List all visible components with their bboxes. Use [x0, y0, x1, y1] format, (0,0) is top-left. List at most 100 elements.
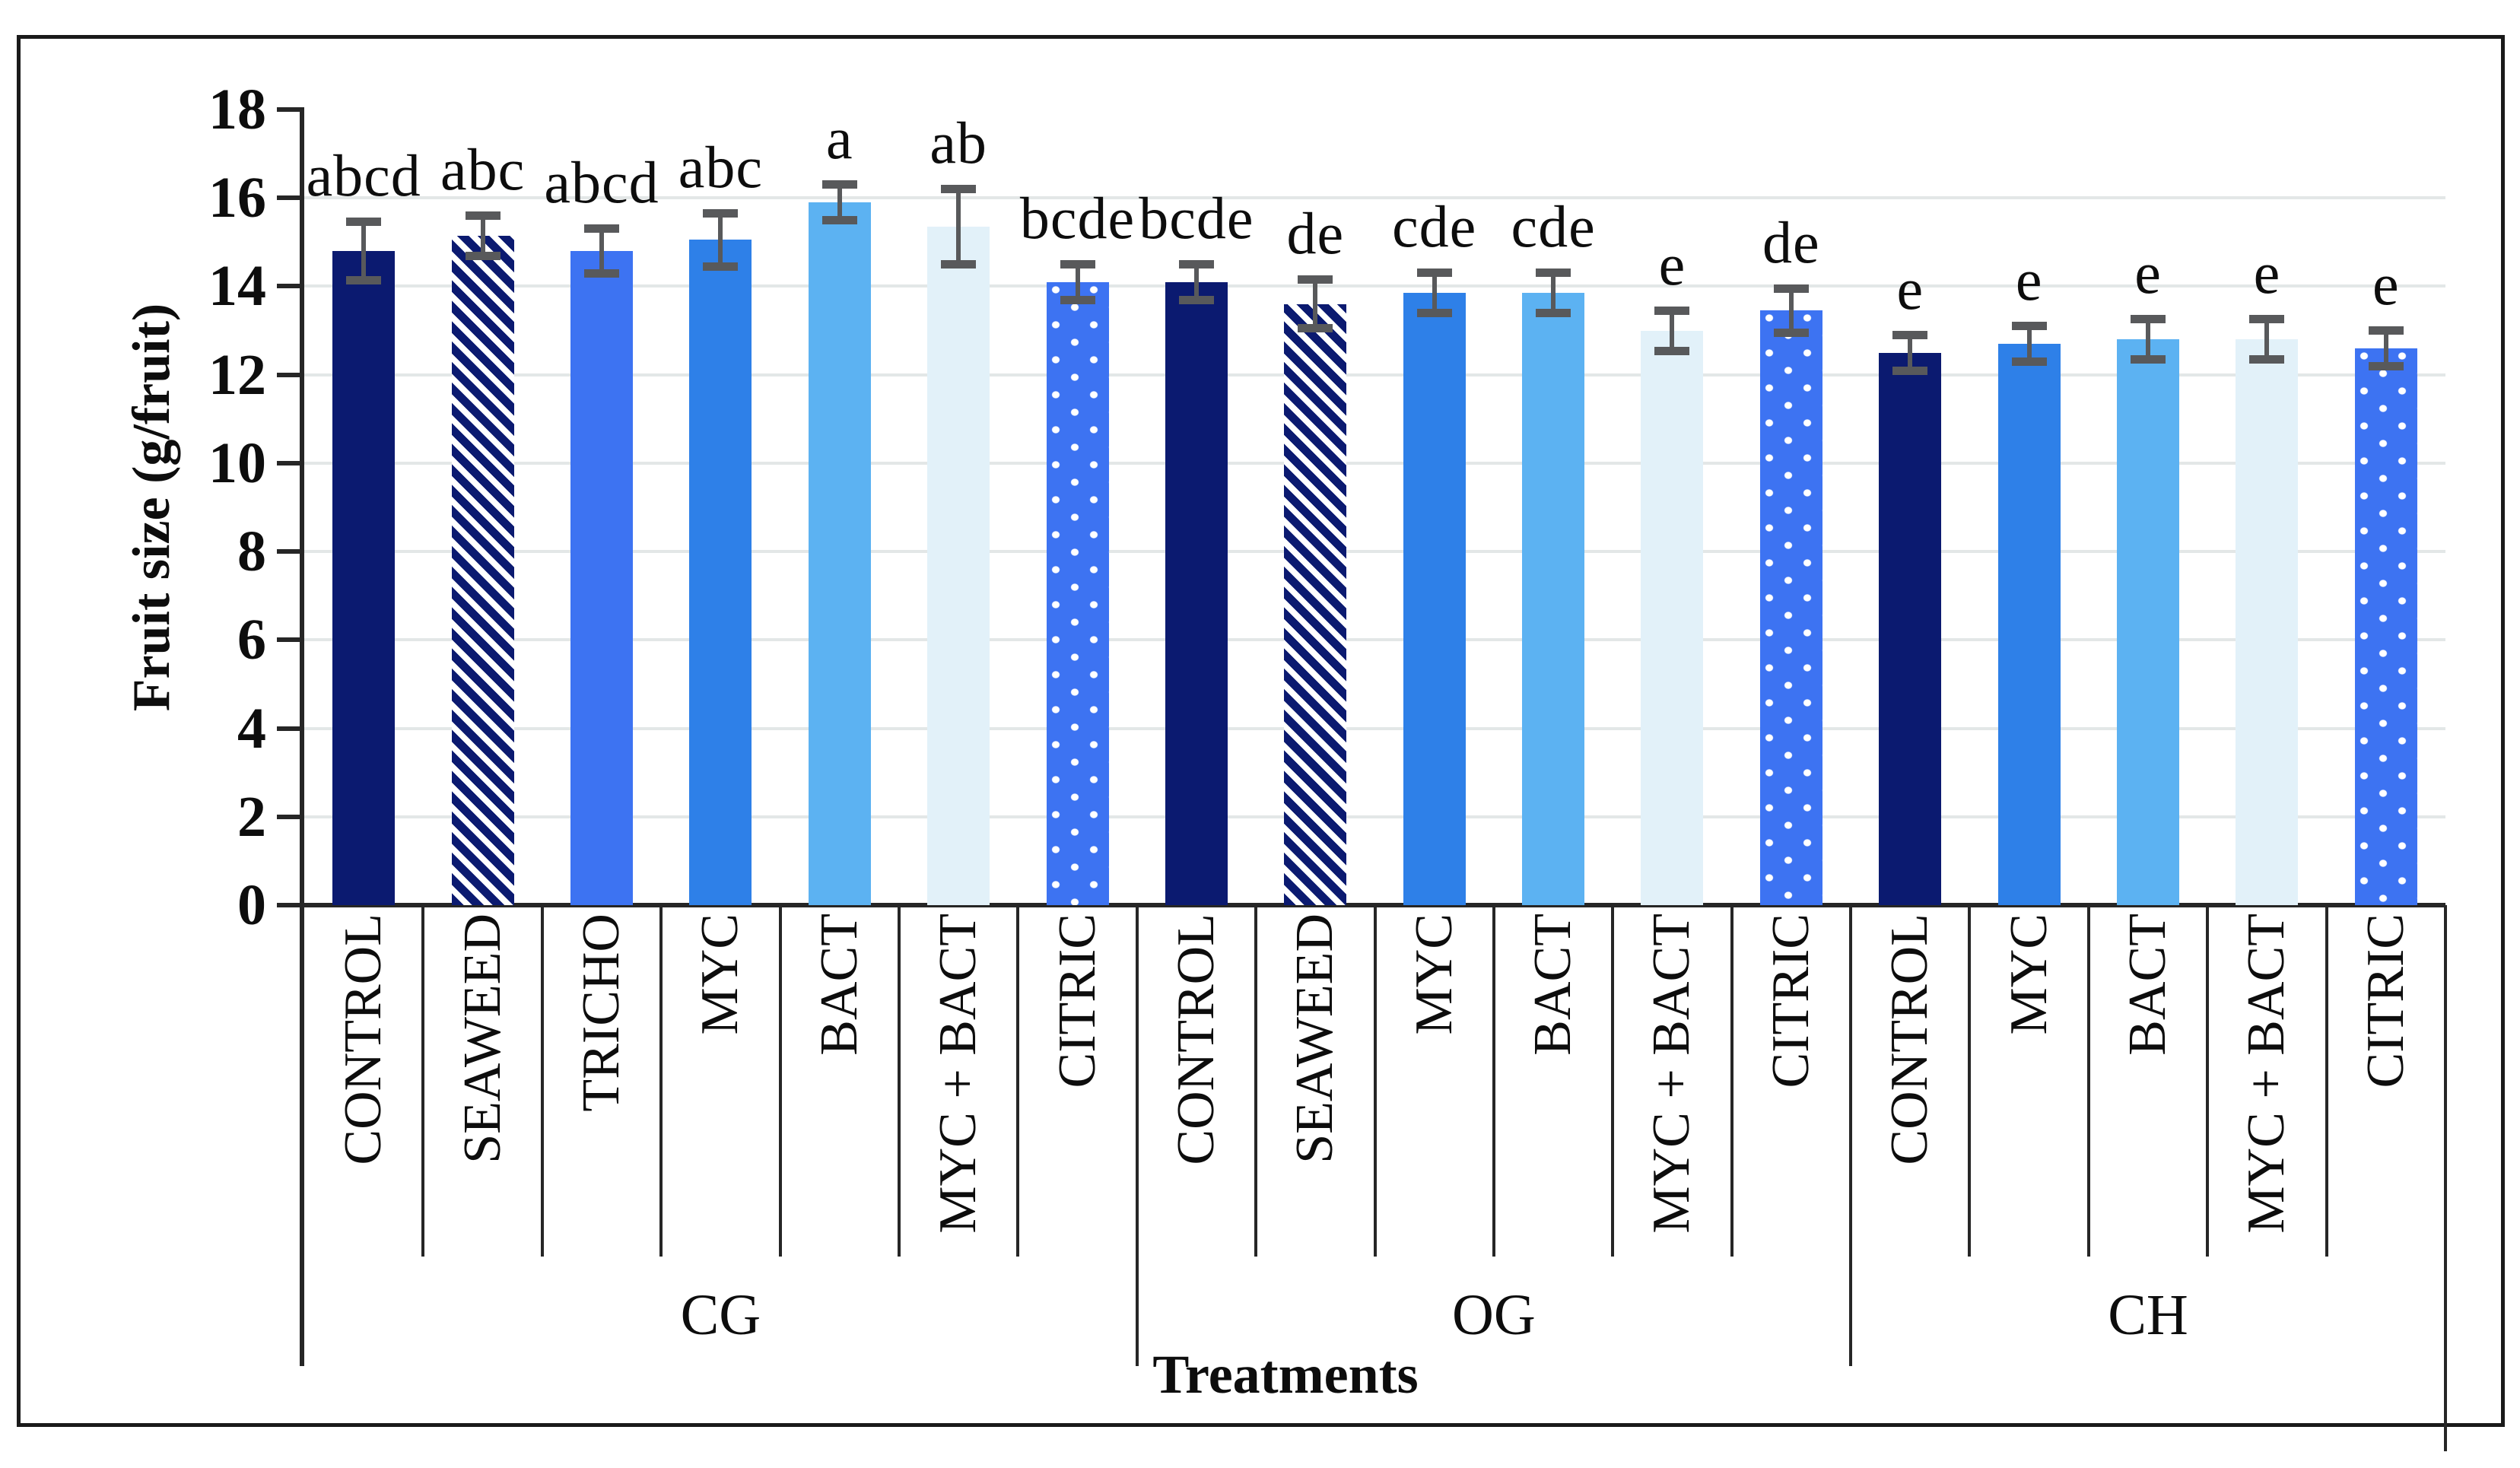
error-bar-cap-bottom: [1654, 346, 1690, 355]
bar-og-seaweed: [1284, 303, 1347, 905]
category-cell-divider: [1968, 905, 1972, 1257]
group-label-og: OG: [1451, 1283, 1536, 1347]
sig-letters-og-myc-bact: e: [1658, 230, 1686, 297]
category-cell-divider: [2325, 905, 2328, 1257]
error-bar-line: [2026, 321, 2032, 367]
error-bar-ch-citric: [2368, 326, 2404, 370]
bar-ch-control: [1879, 352, 1942, 905]
sig-letters-cg-seaweed: abc: [440, 135, 526, 202]
bar-og-myc: [1403, 293, 1466, 905]
category-cell-divider: [2086, 905, 2090, 1257]
x-label-og-myc-bact: MYC + BACT: [1642, 914, 1702, 1234]
x-label-cg-bact: BACT: [809, 914, 869, 1056]
x-label-ch-control: CONTROL: [1880, 914, 1940, 1165]
error-bar-cg-citric: [1060, 259, 1095, 304]
bar-cg-tricho: [570, 250, 633, 905]
sig-letters-cg-control: abcd: [306, 142, 421, 209]
bar-ch-myc: [1997, 343, 2061, 905]
error-bar-cap-top: [2368, 326, 2404, 335]
error-bar-cap-bottom: [941, 260, 977, 269]
y-tick-0: [277, 903, 304, 907]
category-cell-divider: [1611, 905, 1615, 1257]
sig-letters-ch-control: e: [1896, 255, 1924, 322]
sig-letters-og-bact: cde: [1511, 193, 1596, 260]
gridline-2: [304, 815, 2445, 818]
x-label-cell-ch-control: CONTROL: [1851, 905, 1969, 1257]
sig-letters-cg-myc: abc: [678, 133, 763, 200]
error-bar-cap-bottom: [2131, 355, 2166, 364]
y-tick-label: 14: [208, 254, 266, 319]
error-bar-line: [1193, 259, 1199, 304]
gridline-14: [304, 284, 2445, 288]
error-bar-cap-top: [1892, 330, 1928, 339]
error-bar-ch-myc: [2011, 321, 2047, 367]
error-bar-cg-myc: [703, 208, 739, 272]
error-bar-line: [1670, 306, 1675, 355]
error-bar-cap-bottom: [465, 251, 501, 260]
error-bar-cap-bottom: [1298, 324, 1333, 333]
bar-cg-myc: [689, 240, 752, 905]
x-label-cell-cg-myc-bact: MYC + BACT: [899, 905, 1018, 1257]
x-label-cg-myc-bact: MYC + BACT: [929, 914, 988, 1234]
y-tick-12: [277, 372, 304, 377]
error-bar-cap-bottom: [2249, 355, 2285, 364]
error-bar-line: [599, 224, 604, 278]
sig-letters-cg-myc-bact: ab: [930, 109, 987, 176]
y-tick-label: 2: [237, 784, 266, 849]
axis-right-edge: [2444, 905, 2447, 1451]
error-bar-ch-bact: [2131, 315, 2166, 364]
category-cell-divider: [1373, 905, 1377, 1257]
error-bar-cap-bottom: [821, 216, 857, 225]
category-cell-divider: [1254, 905, 1258, 1257]
error-bar-cap-top: [821, 180, 857, 189]
error-bar-cg-tricho: [583, 224, 619, 278]
error-bar-line: [718, 208, 723, 272]
error-bar-og-seaweed: [1298, 275, 1333, 333]
x-label-ch-myc: MYC: [1999, 914, 2058, 1035]
error-bar-cap-top: [1298, 275, 1333, 284]
error-bar-cap-top: [1060, 259, 1095, 268]
sig-letters-og-citric: de: [1762, 208, 1820, 275]
sig-letters-ch-myc-bact: e: [2253, 240, 2281, 307]
x-label-cell-cg-control: CONTROL: [304, 905, 423, 1257]
y-tick-10: [277, 460, 304, 466]
x-label-og-myc: MYC: [1404, 914, 1463, 1035]
y-tick-4: [277, 726, 304, 731]
x-label-cg-myc: MYC: [691, 914, 750, 1035]
error-bar-line: [1908, 330, 1913, 375]
error-bar-line: [1551, 268, 1556, 318]
x-label-cg-tricho: TRICHO: [571, 914, 631, 1112]
x-label-cell-og-myc-bact: MYC + BACT: [1613, 905, 1731, 1257]
error-bar-cap-bottom: [1536, 309, 1571, 318]
error-bar-cap-top: [703, 208, 739, 218]
x-label-cell-ch-myc: MYC: [1969, 905, 2088, 1257]
y-tick-label: 12: [208, 342, 266, 407]
error-bar-cap-bottom: [2368, 361, 2404, 370]
y-tick-label: 6: [237, 608, 266, 672]
error-bar-cg-seaweed: [465, 211, 501, 260]
bar-ch-myc-bact: [2236, 339, 2299, 905]
group-label-ch: CH: [2108, 1283, 2188, 1347]
x-label-og-control: CONTROL: [1166, 914, 1225, 1165]
x-label-cg-seaweed: SEAWEED: [453, 914, 512, 1164]
bar-cg-seaweed: [451, 235, 514, 905]
error-bar-og-myc-bact: [1654, 306, 1690, 355]
bar-cg-control: [332, 250, 396, 905]
gridline-12: [304, 373, 2445, 377]
error-bar-cap-top: [1773, 284, 1809, 293]
error-bar-cap-top: [1178, 259, 1214, 268]
x-label-ch-citric: CITRIC: [2356, 914, 2415, 1088]
x-label-og-seaweed: SEAWEED: [1285, 914, 1345, 1164]
error-bar-og-myc: [1416, 268, 1452, 318]
error-bar-line: [2264, 315, 2270, 364]
error-bar-ch-control: [1892, 330, 1928, 375]
error-bar-og-citric: [1773, 284, 1809, 338]
x-label-cell-og-citric: CITRIC: [1732, 905, 1851, 1257]
gridline-16: [304, 196, 2445, 200]
category-cell-divider: [2206, 905, 2210, 1257]
x-label-cell-og-myc: MYC: [1375, 905, 1494, 1257]
error-bar-line: [2146, 315, 2151, 364]
category-cell-divider: [540, 905, 544, 1257]
